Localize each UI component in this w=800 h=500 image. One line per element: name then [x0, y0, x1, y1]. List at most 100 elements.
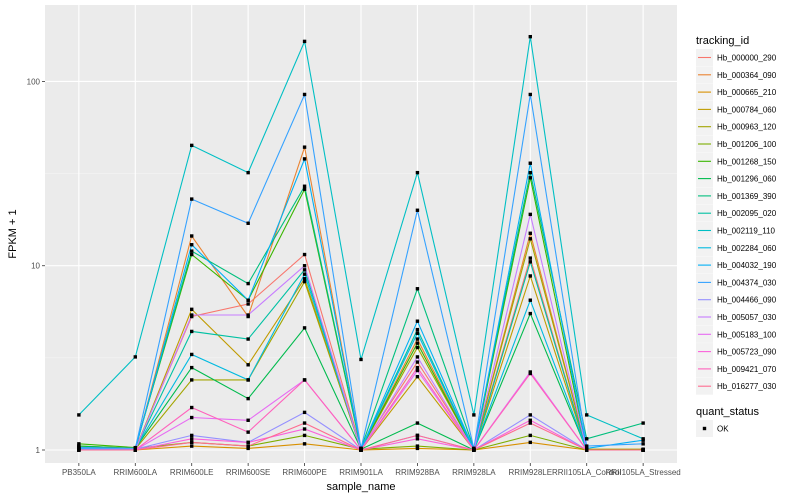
data-point	[302, 92, 307, 97]
data-point	[246, 337, 250, 341]
data-point	[246, 298, 250, 302]
y-tick-label: 100	[27, 77, 41, 86]
data-point	[246, 440, 250, 445]
data-point	[246, 281, 250, 286]
legend-label: Hb_000364_090	[717, 71, 777, 80]
data-point	[246, 378, 250, 382]
data-point	[528, 421, 532, 425]
data-point	[190, 329, 194, 334]
data-point	[585, 437, 589, 441]
x-tick-label: PB350LA	[62, 468, 96, 477]
data-point	[190, 307, 194, 312]
data-point	[190, 143, 194, 148]
shape-legend-title: quant_status	[696, 406, 759, 418]
square-point-icon	[702, 426, 707, 431]
data-point	[190, 444, 194, 448]
data-point	[190, 252, 194, 257]
data-point	[415, 360, 420, 364]
legend-label: Hb_005183_100	[717, 330, 777, 339]
legend-label: Hb_002284_060	[717, 244, 777, 253]
data-point	[528, 170, 532, 175]
data-point	[472, 448, 476, 452]
data-point	[415, 365, 420, 370]
legend-label: Hb_002095_020	[717, 209, 777, 218]
x-tick-label: RRIM600PE	[282, 468, 326, 477]
data-point	[528, 161, 532, 165]
data-point	[415, 287, 420, 291]
data-point	[190, 433, 194, 438]
x-axis: PB350LA RRIM600LA RRIM600LE RRIM600SE RRIM60…	[62, 463, 681, 477]
legend-label: Hb_009421_070	[717, 365, 777, 374]
data-point	[190, 352, 194, 357]
legend-label: Hb_001268_150	[717, 157, 777, 166]
data-point	[415, 331, 420, 335]
data-point	[528, 371, 532, 376]
data-point	[415, 341, 420, 345]
data-point	[302, 279, 307, 284]
data-point	[302, 410, 307, 415]
data-point	[641, 448, 645, 452]
data-point	[528, 440, 532, 445]
data-point	[415, 368, 420, 373]
data-point	[528, 231, 532, 235]
data-point	[415, 446, 420, 451]
data-point	[302, 39, 307, 44]
x-axis-title: sample_name	[326, 481, 395, 493]
data-point	[302, 184, 307, 188]
data-point	[246, 446, 250, 451]
legend-label: Hb_005057_030	[717, 313, 777, 322]
legend-label: Hb_001206_100	[717, 140, 777, 149]
y-tick-label: 1	[36, 446, 41, 455]
data-point	[641, 421, 645, 425]
data-point	[190, 415, 194, 420]
shape-legend-label: OK	[717, 425, 729, 434]
data-point	[528, 92, 532, 97]
data-point	[641, 442, 645, 446]
legend: Hb_000000_290 Hb_000364_090 Hb_000665_210 H…	[696, 49, 777, 395]
data-point	[415, 170, 420, 175]
data-point	[302, 264, 307, 268]
data-point	[415, 374, 420, 379]
data-point	[133, 355, 137, 359]
data-point	[641, 438, 645, 442]
data-point	[528, 34, 532, 39]
x-tick-label: RRIM600LE	[170, 468, 214, 477]
data-point	[585, 413, 589, 417]
data-point	[359, 448, 363, 452]
data-point	[302, 157, 307, 161]
data-point	[246, 396, 250, 401]
data-point	[528, 176, 532, 180]
data-point	[190, 378, 194, 382]
y-tick-label: 10	[31, 262, 40, 271]
data-point	[190, 405, 194, 410]
data-point	[302, 442, 307, 446]
x-tick-label: RRIM600SE	[226, 468, 270, 477]
data-point	[528, 274, 532, 278]
legend-label: Hb_001296_060	[717, 175, 777, 184]
x-tick-label: RRII105LA_Stressed	[606, 468, 681, 477]
shape-legend: OK	[696, 420, 729, 437]
data-point	[190, 313, 194, 317]
data-point	[415, 355, 420, 359]
legend-label: Hb_004466_090	[717, 296, 777, 305]
data-point	[415, 327, 420, 332]
data-point	[302, 145, 307, 149]
data-point	[302, 378, 307, 382]
data-point	[415, 433, 420, 438]
data-point	[246, 170, 250, 175]
data-point	[246, 221, 250, 225]
data-point	[528, 212, 532, 217]
data-point	[190, 249, 194, 253]
data-point	[302, 272, 307, 276]
legend-label: Hb_004374_030	[717, 278, 777, 287]
legend-label: Hb_016277_030	[717, 382, 777, 391]
data-point	[302, 427, 307, 431]
data-point	[472, 413, 476, 417]
data-point	[415, 337, 420, 341]
legend-label: Hb_000000_290	[717, 54, 777, 63]
data-point	[302, 433, 307, 438]
data-point	[190, 243, 194, 247]
data-point	[528, 298, 532, 302]
data-point	[585, 444, 589, 448]
data-point	[246, 302, 250, 306]
